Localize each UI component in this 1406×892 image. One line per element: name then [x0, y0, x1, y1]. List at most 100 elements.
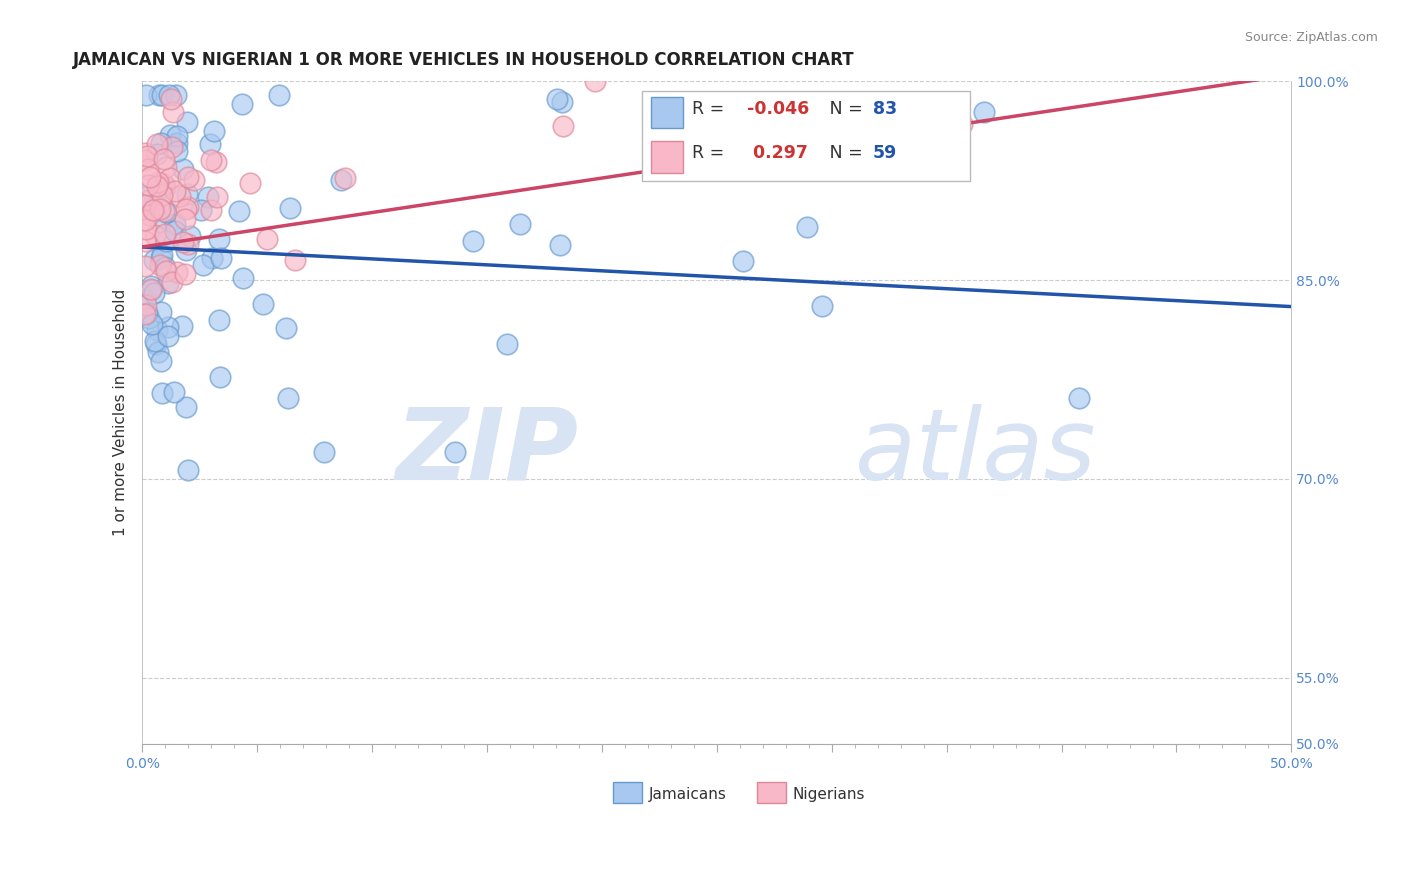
- Point: [156, 328, 179, 343]
- Point: [172, 235, 194, 250]
- FancyBboxPatch shape: [643, 91, 970, 181]
- Point: [159, 87, 181, 102]
- Point: [153, 152, 176, 166]
- Point: [150, 305, 173, 319]
- Point: [134, 307, 156, 321]
- Point: [143, 285, 166, 300]
- Point: [205, 155, 228, 169]
- Point: [174, 202, 197, 217]
- Point: [141, 283, 163, 297]
- Point: [153, 204, 176, 219]
- Point: [150, 87, 173, 102]
- Point: [252, 297, 274, 311]
- Point: [146, 345, 169, 359]
- Point: [134, 153, 156, 168]
- Point: [177, 169, 200, 184]
- Point: [146, 178, 169, 193]
- Point: [148, 87, 170, 102]
- Point: [138, 201, 160, 215]
- Point: [155, 264, 177, 278]
- Point: [150, 251, 173, 265]
- Text: N =: N =: [824, 100, 868, 118]
- Point: [166, 265, 188, 279]
- Point: [134, 145, 156, 160]
- Point: [153, 260, 176, 274]
- Point: [159, 171, 181, 186]
- Point: [239, 176, 262, 190]
- Text: 59: 59: [873, 145, 897, 162]
- Point: [174, 212, 197, 227]
- Point: [231, 96, 253, 111]
- Point: [179, 229, 201, 244]
- Point: [330, 173, 353, 187]
- Point: [749, 155, 772, 169]
- Point: [155, 234, 177, 248]
- Point: [157, 276, 180, 290]
- Point: [149, 196, 172, 211]
- Point: [205, 190, 228, 204]
- Point: [509, 217, 531, 231]
- Point: [810, 299, 832, 313]
- Point: [142, 202, 165, 217]
- Point: [138, 310, 160, 325]
- Text: 83: 83: [873, 100, 897, 118]
- Point: [141, 317, 163, 331]
- Text: JAMAICAN VS NIGERIAN 1 OR MORE VEHICLES IN HOUSEHOLD CORRELATION CHART: JAMAICAN VS NIGERIAN 1 OR MORE VEHICLES …: [73, 51, 855, 69]
- Point: [134, 212, 156, 227]
- Point: [162, 105, 184, 120]
- Point: [232, 271, 254, 285]
- Point: [153, 227, 176, 242]
- Point: [973, 105, 995, 120]
- Text: R =: R =: [692, 100, 730, 118]
- Point: [546, 91, 568, 105]
- Point: [143, 334, 166, 348]
- Point: [146, 146, 169, 161]
- Point: [153, 180, 176, 194]
- Point: [169, 189, 191, 203]
- Point: [145, 337, 167, 351]
- Text: Jamaicans: Jamaicans: [650, 787, 727, 802]
- Point: [277, 391, 299, 405]
- Point: [228, 204, 250, 219]
- Point: [172, 318, 194, 333]
- Point: [208, 369, 231, 384]
- Point: [136, 178, 159, 193]
- Point: [146, 175, 169, 189]
- Point: [256, 232, 278, 246]
- Point: [191, 258, 214, 272]
- Point: [139, 282, 162, 296]
- Point: [152, 187, 174, 202]
- Point: [139, 169, 162, 184]
- Point: [208, 313, 231, 327]
- Point: [135, 306, 157, 320]
- Point: [157, 319, 180, 334]
- Point: [796, 219, 818, 234]
- Text: 0.297: 0.297: [747, 145, 807, 162]
- Point: [135, 222, 157, 236]
- Point: [135, 149, 157, 163]
- Point: [150, 136, 173, 150]
- Point: [174, 267, 197, 281]
- Point: [145, 198, 167, 212]
- Text: -0.046: -0.046: [747, 100, 808, 118]
- Point: [149, 258, 172, 272]
- Point: [160, 275, 183, 289]
- Y-axis label: 1 or more Vehicles in Household: 1 or more Vehicles in Household: [114, 289, 128, 536]
- Point: [136, 161, 159, 176]
- Point: [176, 400, 198, 414]
- Point: [153, 177, 176, 191]
- Point: [197, 190, 219, 204]
- Point: [209, 252, 232, 266]
- Point: [176, 114, 198, 128]
- Point: [149, 202, 172, 216]
- Point: [278, 202, 301, 216]
- Point: [177, 237, 200, 252]
- Point: [146, 137, 169, 152]
- Point: [495, 337, 517, 351]
- Point: [200, 153, 222, 167]
- Point: [150, 248, 173, 262]
- Point: [145, 227, 167, 242]
- Point: [1067, 392, 1090, 406]
- Point: [731, 254, 754, 268]
- Point: [551, 95, 574, 109]
